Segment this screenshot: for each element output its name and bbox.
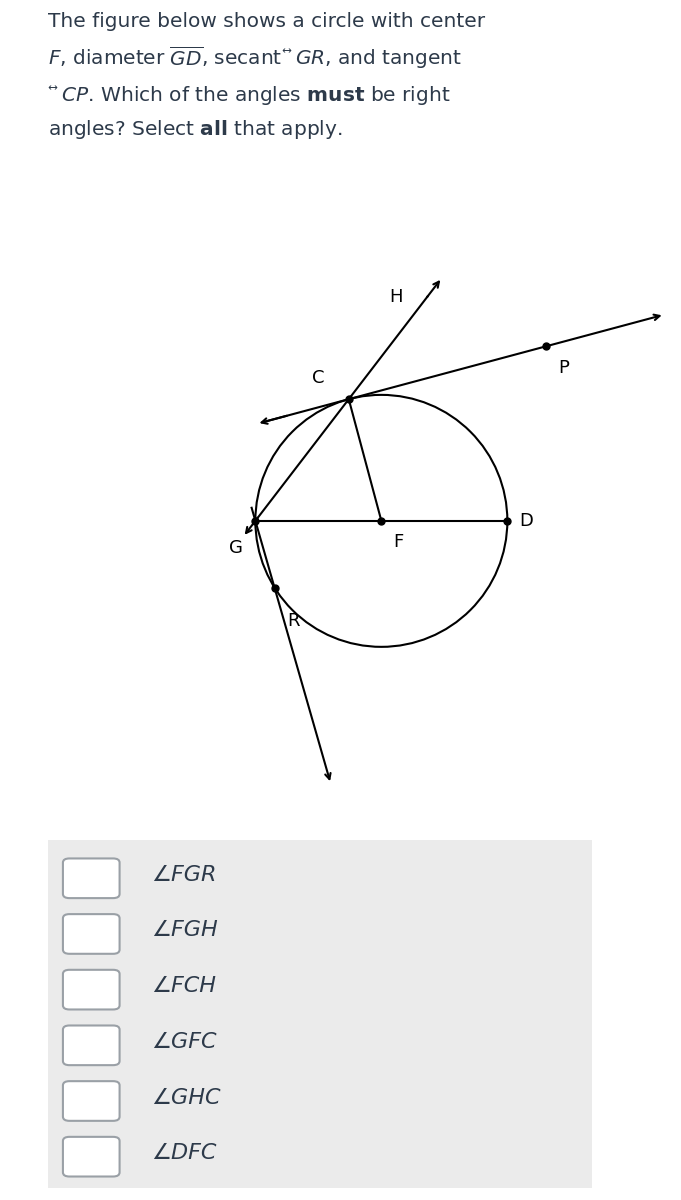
Text: ∠DFC: ∠DFC (151, 1144, 217, 1163)
FancyBboxPatch shape (63, 970, 120, 1009)
Text: H: H (390, 288, 403, 306)
FancyBboxPatch shape (63, 914, 120, 954)
FancyBboxPatch shape (63, 1026, 120, 1066)
Text: P: P (558, 359, 569, 377)
Text: ∠GFC: ∠GFC (151, 1032, 217, 1052)
Text: ∠GHC: ∠GHC (151, 1087, 221, 1108)
FancyBboxPatch shape (63, 1081, 120, 1121)
Text: D: D (520, 512, 533, 530)
Text: ∠FGH: ∠FGH (151, 920, 218, 941)
Text: The figure below shows a circle with center
$F$, diameter $\overline{GD}$, secan: The figure below shows a circle with cen… (48, 12, 485, 140)
Text: R: R (287, 612, 299, 630)
Text: ∠FGR: ∠FGR (151, 865, 217, 884)
FancyBboxPatch shape (63, 1136, 120, 1176)
FancyBboxPatch shape (63, 858, 120, 898)
Text: F: F (394, 533, 404, 551)
Text: G: G (229, 539, 243, 557)
FancyBboxPatch shape (37, 833, 603, 1195)
Text: C: C (312, 368, 324, 386)
Text: ∠FCH: ∠FCH (151, 976, 216, 996)
